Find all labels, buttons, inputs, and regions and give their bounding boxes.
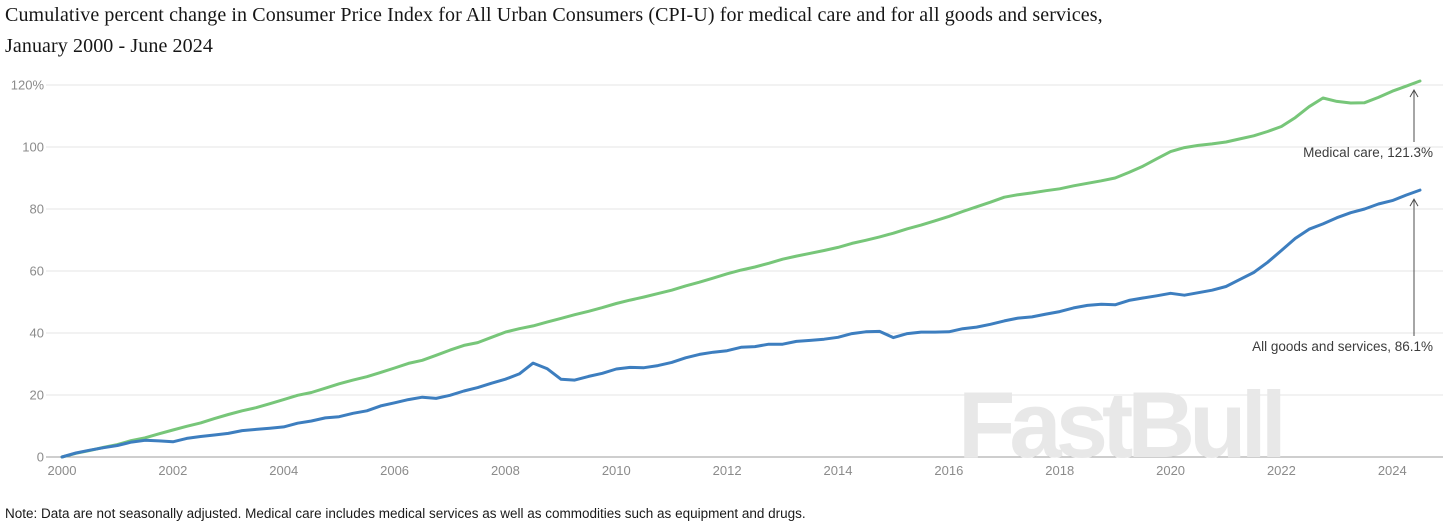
annotation-label-medical-care: Medical care, 121.3% (1303, 145, 1433, 160)
x-tick-label-2002: 2002 (158, 463, 187, 478)
x-tick-label-2022: 2022 (1267, 463, 1296, 478)
annotation-label-all-goods-and-services: All goods and services, 86.1% (1252, 339, 1433, 354)
x-tick-label-2024: 2024 (1378, 463, 1407, 478)
x-tick-label-2008: 2008 (491, 463, 520, 478)
annotation-arrowhead-all-goods-and-services (1409, 198, 1419, 207)
y-tick-label-60: 60 (30, 264, 44, 279)
x-tick-label-2010: 2010 (602, 463, 631, 478)
line-all-goods-and-services (60, 188, 1422, 459)
x-tick-label-2020: 2020 (1156, 463, 1185, 478)
x-tick-label-2004: 2004 (269, 463, 298, 478)
chart-title: Cumulative percent change in Consumer Pr… (5, 4, 1103, 57)
annotation-arrowhead-medical-care (1409, 88, 1419, 98)
y-tick-label-80: 80 (30, 202, 44, 217)
x-tick-label-2006: 2006 (380, 463, 409, 478)
y-tick-label-100: 100 (22, 140, 44, 155)
y-tick-label-0: 0 (37, 450, 44, 465)
x-tick-label-2018: 2018 (1045, 463, 1074, 478)
footnote: Note: Data are not seasonally adjusted. … (5, 506, 806, 521)
y-tick-label-120: 120% (11, 78, 45, 93)
y-tick-label-40: 40 (30, 326, 44, 341)
y-tick-label-20: 20 (30, 388, 44, 403)
x-tick-label-2012: 2012 (713, 463, 742, 478)
x-tick-label-2014: 2014 (824, 463, 853, 478)
line-medical-care (60, 79, 1422, 459)
x-tick-label-2016: 2016 (934, 463, 963, 478)
x-tick-label-2000: 2000 (48, 463, 77, 478)
